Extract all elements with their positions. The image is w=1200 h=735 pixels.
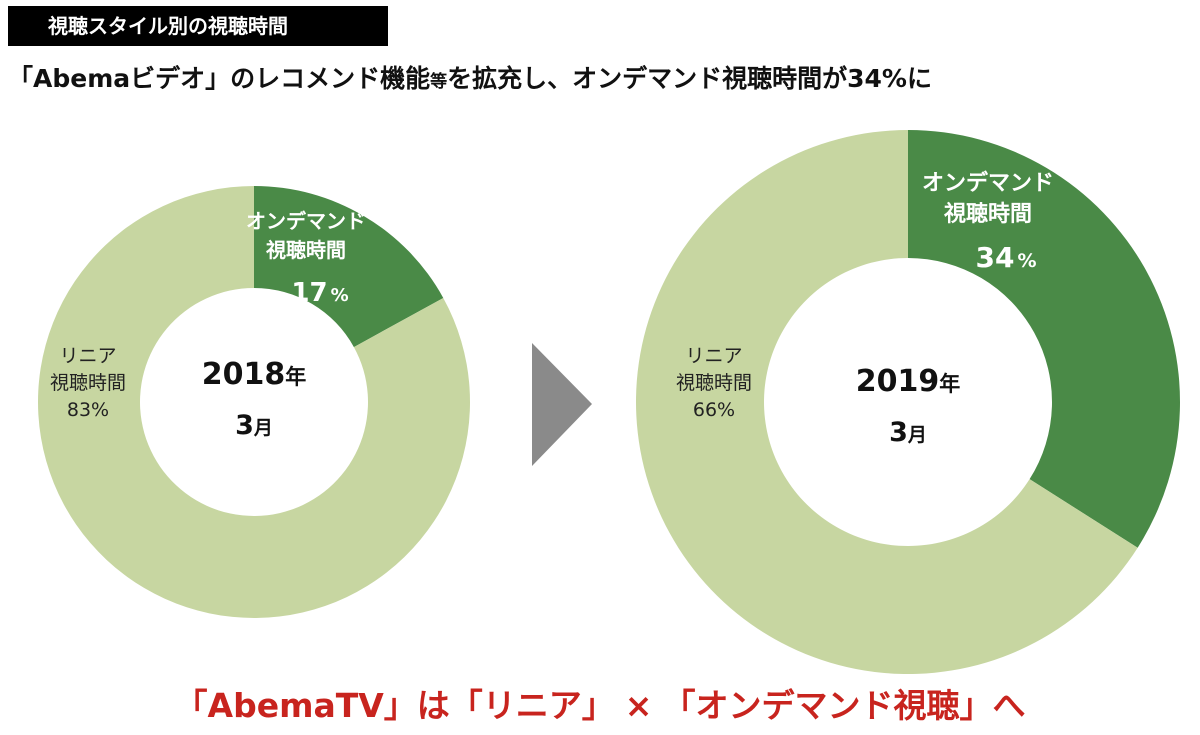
slice-on-demand	[254, 186, 444, 348]
slice-on-demand	[908, 130, 1181, 548]
center-year-label: 2019年	[856, 364, 961, 399]
conclusion-footer: 「AbemaTV」は「リニア」 × 「オンデマンド視聴」へ	[0, 684, 1200, 728]
slice-label-on-demand: 視聴時間	[265, 238, 346, 262]
center-month-label: 3月	[235, 410, 273, 441]
transition-arrow-icon	[532, 343, 592, 466]
slice-label-linear: 視聴時間	[676, 372, 752, 394]
data-label-on-demand: 34%	[975, 241, 1036, 274]
headline-main: 「Abemaビデオ」のレコメンド機能	[8, 64, 431, 93]
data-label-on-demand: 17%	[291, 278, 348, 308]
headline-rest: を拡充し、オンデマンド視聴時間が34%に	[447, 64, 932, 93]
data-label-linear: 66%	[693, 399, 735, 421]
slice-label-on-demand: オンデマンド	[246, 209, 366, 233]
center-year-label: 2018年	[202, 357, 307, 392]
slice-linear	[38, 186, 471, 619]
slice-label-linear: リニア	[685, 345, 742, 367]
center-month-label: 3月	[889, 417, 927, 448]
slice-label-linear: 視聴時間	[50, 372, 126, 394]
footer-part-ondemand: 「オンデマンド視聴」へ	[662, 686, 1026, 725]
slice-linear	[636, 130, 1138, 674]
slice-label-on-demand: 視聴時間	[944, 202, 1032, 227]
data-label-linear: 83%	[67, 399, 109, 421]
slice-label-linear: リニア	[59, 345, 116, 367]
footer-times-symbol: ×	[624, 686, 653, 725]
footer-part-linear: 「AbemaTV」は「リニア」	[174, 686, 615, 725]
headline-small-char: 等	[430, 72, 448, 92]
section-badge: 視聴スタイル別の視聴時間	[8, 6, 388, 46]
headline: 「Abemaビデオ」のレコメンド機能等を拡充し、オンデマンド視聴時間が34%に	[8, 62, 1188, 99]
slice-label-on-demand: オンデマンド	[922, 170, 1054, 196]
